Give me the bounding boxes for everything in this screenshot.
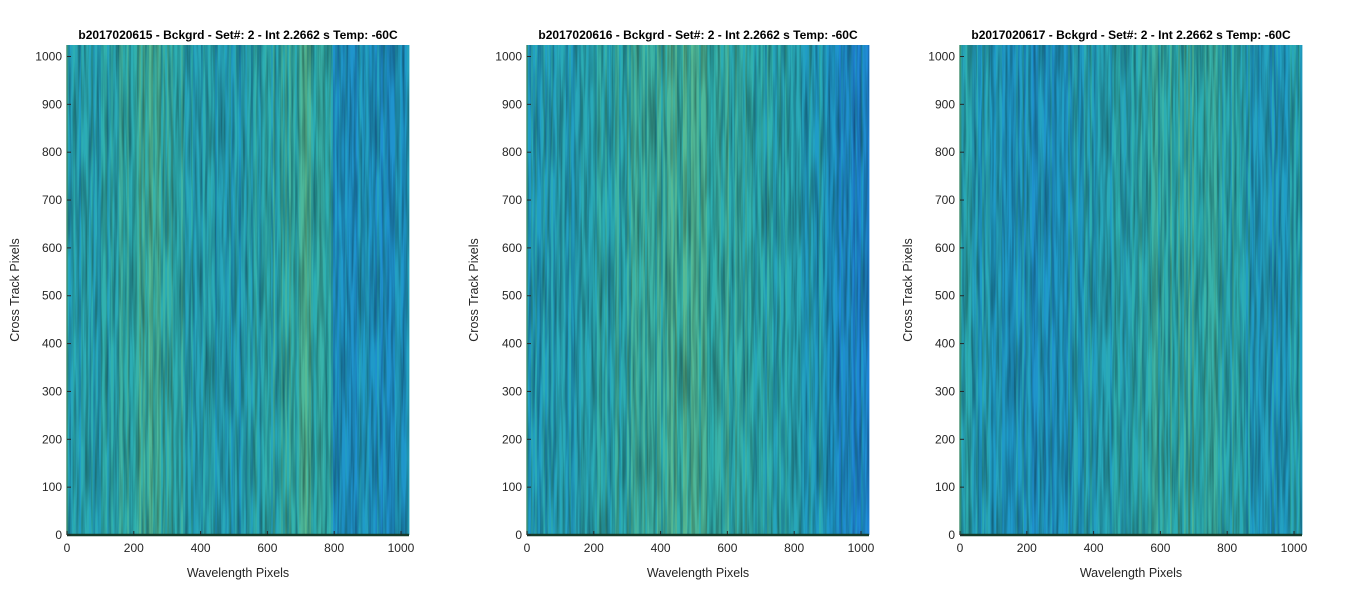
y-axis-ticks: 0 100 200 300 400 500 600 700 800 900 1000 [928, 49, 964, 542]
y-tick-label: 700 [42, 193, 62, 207]
x-axis-label: Wavelength Pixels [647, 566, 749, 580]
heatmap-image [959, 45, 1303, 537]
x-tick-label: 1000 [848, 541, 875, 555]
y-tick-label: 800 [935, 145, 955, 159]
y-tick-label: 1000 [495, 49, 522, 63]
y-tick-label: 700 [502, 193, 522, 207]
x-axis-ticks: 0 200 400 600 800 1000 [524, 531, 875, 555]
x-tick-label: 0 [64, 541, 71, 555]
x-tick-label: 0 [957, 541, 964, 555]
y-tick-label: 400 [502, 337, 522, 351]
y-tick-label: 400 [42, 337, 62, 351]
y-tick-label: 100 [502, 480, 522, 494]
heatmap-plot-1: b2017020615 - Bckgrd - Set#: 2 - Int 2.2… [8, 28, 415, 580]
x-tick-label: 200 [584, 541, 604, 555]
y-tick-label: 100 [935, 480, 955, 494]
y-tick-label: 300 [42, 384, 62, 398]
y-tick-label: 200 [502, 432, 522, 446]
y-tick-label: 900 [502, 97, 522, 111]
heatmap-plot-2: b2017020616 - Bckgrd - Set#: 2 - Int 2.2… [467, 28, 875, 580]
x-tick-label: 1000 [1281, 541, 1308, 555]
y-tick-label: 600 [935, 241, 955, 255]
y-tick-label: 500 [935, 289, 955, 303]
y-axis-label: Cross Track Pixels [901, 238, 915, 342]
x-tick-label: 0 [524, 541, 531, 555]
y-tick-label: 1000 [928, 49, 955, 63]
y-tick-label: 600 [42, 241, 62, 255]
y-tick-label: 1000 [35, 49, 62, 63]
y-tick-label: 400 [935, 337, 955, 351]
y-tick-label: 300 [935, 384, 955, 398]
y-tick-label: 600 [502, 241, 522, 255]
y-tick-label: 200 [935, 432, 955, 446]
y-tick-label: 0 [515, 528, 522, 542]
y-axis-label: Cross Track Pixels [467, 238, 481, 342]
y-tick-label: 500 [42, 289, 62, 303]
y-tick-label: 100 [42, 480, 62, 494]
x-axis-ticks: 0 200 400 600 800 1000 [957, 531, 1308, 555]
y-axis-ticks: 0 100 200 300 400 500 600 700 800 900 1000 [35, 49, 71, 542]
x-tick-label: 600 [717, 541, 737, 555]
y-tick-label: 800 [502, 145, 522, 159]
heatmap-texture [67, 45, 409, 535]
x-tick-label: 800 [1217, 541, 1237, 555]
plot-title: b2017020615 - Bckgrd - Set#: 2 - Int 2.2… [78, 28, 398, 42]
x-tick-label: 400 [651, 541, 671, 555]
x-tick-label: 800 [784, 541, 804, 555]
x-tick-label: 400 [1084, 541, 1104, 555]
y-tick-label: 900 [42, 97, 62, 111]
heatmap-plot-3: b2017020617 - Bckgrd - Set#: 2 - Int 2.2… [901, 28, 1308, 580]
y-tick-label: 0 [55, 528, 62, 542]
x-axis-label: Wavelength Pixels [187, 566, 289, 580]
x-tick-label: 200 [1017, 541, 1037, 555]
x-tick-label: 800 [324, 541, 344, 555]
x-tick-label: 600 [257, 541, 277, 555]
x-tick-label: 200 [124, 541, 144, 555]
plot-title: b2017020616 - Bckgrd - Set#: 2 - Int 2.2… [538, 28, 858, 42]
plot-title: b2017020617 - Bckgrd - Set#: 2 - Int 2.2… [971, 28, 1291, 42]
y-tick-label: 800 [42, 145, 62, 159]
y-tick-label: 500 [502, 289, 522, 303]
heatmap-texture [960, 45, 1302, 535]
y-axis-ticks: 0 100 200 300 400 500 600 700 800 900 1000 [495, 49, 531, 542]
heatmap-image [526, 45, 870, 537]
x-axis-label: Wavelength Pixels [1080, 566, 1182, 580]
y-tick-label: 200 [42, 432, 62, 446]
x-axis-ticks: 0 200 400 600 800 1000 [64, 531, 415, 555]
heatmap-image [66, 45, 410, 537]
y-tick-label: 700 [935, 193, 955, 207]
y-tick-label: 900 [935, 97, 955, 111]
x-tick-label: 1000 [388, 541, 415, 555]
y-tick-label: 0 [948, 528, 955, 542]
x-tick-label: 600 [1150, 541, 1170, 555]
y-axis-label: Cross Track Pixels [8, 238, 22, 342]
y-tick-label: 300 [502, 384, 522, 398]
x-tick-label: 400 [191, 541, 211, 555]
heatmap-texture [527, 45, 869, 535]
